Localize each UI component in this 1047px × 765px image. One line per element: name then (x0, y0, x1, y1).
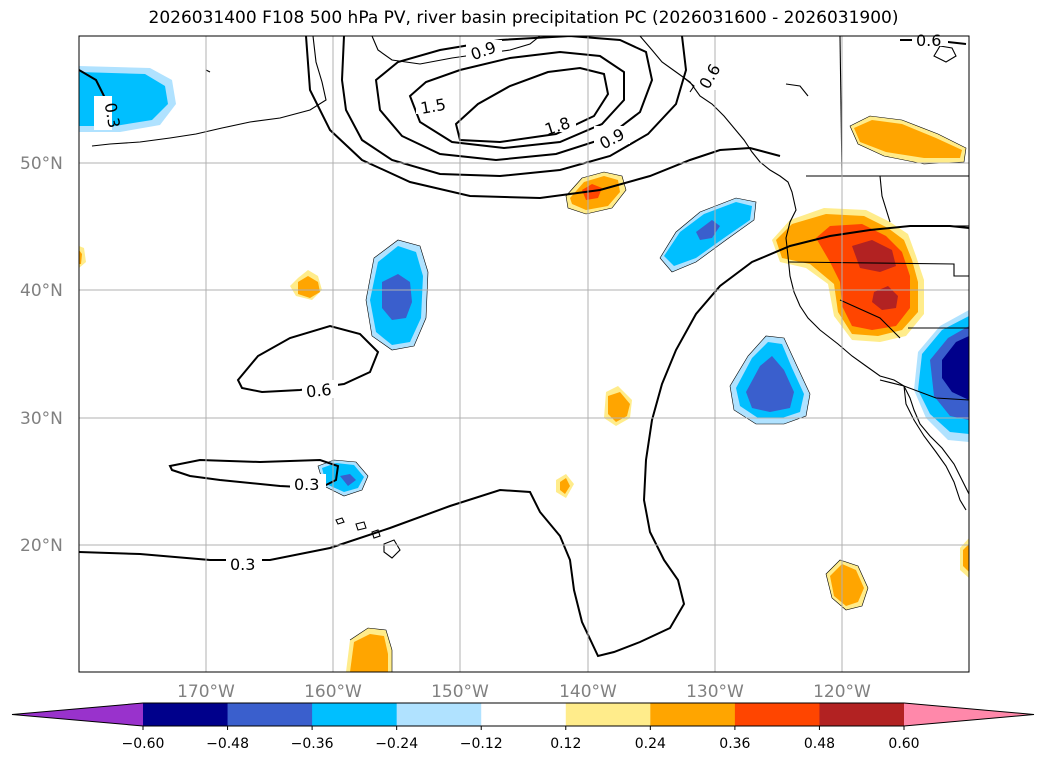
shade-blob (830, 564, 864, 606)
border-path (839, 299, 901, 339)
contour-label: 0.3 (294, 475, 319, 494)
colorbar-tick-label: −0.60 (122, 736, 165, 752)
lon-tick-label: 170°W (177, 682, 235, 702)
border-path (879, 379, 969, 401)
coastline-path (933, 45, 957, 63)
contour-label: 0.3 (230, 555, 255, 574)
pv-contours (79, 36, 969, 658)
lon-tick-label: 160°W (304, 682, 362, 702)
lat-tick-label: 50°N (20, 154, 63, 174)
shade-blob (746, 356, 794, 412)
lat-tick-label: 40°N (20, 281, 63, 301)
lat-tick-labels: 50°N 40°N 30°N 20°N (20, 154, 63, 556)
hawaii-island (383, 539, 401, 559)
lon-tick-label: 130°W (686, 682, 744, 702)
colorbar-extend-min (12, 703, 143, 726)
lon-tick-label: 140°W (559, 682, 617, 702)
colorbar-tick-label: 0.36 (719, 736, 750, 752)
border-path (879, 175, 891, 223)
lat-tick-label: 20°N (20, 536, 63, 556)
colorbar-tick-label: 0.60 (888, 736, 919, 752)
colorbar-tick-label: 0.48 (804, 736, 835, 752)
lat-tick-label: 30°N (20, 409, 63, 429)
shade-outline (659, 197, 757, 273)
lon-tick-labels: 170°W 160°W 150°W 140°W 130°W 120°W (177, 682, 871, 702)
colorbar-tick-label: −0.36 (291, 736, 334, 752)
shade-blob (963, 544, 969, 572)
shade-blob (696, 220, 720, 240)
shade-blob (79, 250, 82, 264)
coastline-path (639, 36, 969, 495)
contour-label: 0.6 (916, 31, 941, 50)
colorbar-segment (481, 703, 567, 726)
hawaii-island (371, 529, 381, 539)
border-path (787, 261, 969, 277)
shade-outline (729, 335, 811, 425)
coastline-path (903, 385, 967, 511)
shade-blob (382, 274, 412, 320)
colorbar-segment (143, 703, 229, 726)
shade-outline (849, 115, 967, 165)
precipitation-shading (79, 66, 969, 672)
map-title: 2026031400 F108 500 hPa PV, river basin … (148, 8, 899, 28)
contour-1.8 (454, 66, 610, 144)
contour-0.3 (168, 458, 340, 490)
contour-label: 1.5 (419, 95, 447, 118)
colorbar-segment (312, 703, 398, 726)
contour-0.6 (236, 324, 380, 394)
colorbar: −0.60 −0.48 −0.36 −0.24 −0.12 0.12 0.24 0.36 0.4… (11, 702, 1035, 752)
colorbar-tick-label: −0.48 (206, 736, 249, 752)
hawaii-island (355, 521, 367, 531)
coastline-path (683, 77, 695, 93)
shade-outline (825, 559, 869, 611)
colorbar-tick-label: 0.12 (550, 736, 581, 752)
colorbar-extend-max (904, 703, 1034, 726)
colorbar-segment (819, 703, 905, 726)
contour-0.3 (79, 225, 969, 658)
hawaii-island (335, 517, 345, 525)
contour-0.6 (305, 36, 781, 200)
contour-labels: 0.9 1.5 1.8 0.9 0.6 0.3 0.3 0.6 0.3 0.6 (94, 31, 948, 574)
graticule (79, 36, 969, 672)
shade-blob (852, 240, 896, 272)
colorbar-segment (565, 703, 651, 726)
contour-0.9 (340, 36, 688, 178)
contour-label: 0.3 (101, 101, 124, 129)
colorbar-segment (650, 703, 736, 726)
colorbar-tick-label: 0.24 (635, 736, 666, 752)
map-frame (78, 35, 970, 673)
coastline-path (371, 36, 541, 65)
coastline-path (785, 83, 809, 97)
contour-label: 0.6 (305, 380, 332, 402)
colorbar-tick-label: −0.12 (460, 736, 503, 752)
shade-outline (365, 239, 429, 351)
shade-outline (565, 171, 627, 215)
coastline-path (205, 69, 211, 73)
shade-blob (560, 478, 570, 494)
shade-blob (350, 634, 388, 672)
contour-1.5 (408, 50, 625, 150)
shade-blob (608, 392, 630, 422)
lon-tick-label: 150°W (431, 682, 489, 702)
shade-outline (349, 627, 393, 672)
colorbar-tick-label: −0.24 (375, 736, 418, 752)
coastline-path (91, 36, 327, 147)
shade-blob (872, 286, 898, 310)
colorbar-segment (734, 703, 820, 726)
shade-outline (317, 459, 369, 497)
lon-tick-label: 120°W (813, 682, 871, 702)
colorbar-segment (396, 703, 482, 726)
colorbar-segment (227, 703, 313, 726)
shade-blob (942, 336, 969, 400)
shade-blob (340, 474, 356, 486)
shade-blob (854, 120, 962, 158)
shading-outlines (317, 115, 967, 672)
shade-blob (298, 276, 320, 298)
